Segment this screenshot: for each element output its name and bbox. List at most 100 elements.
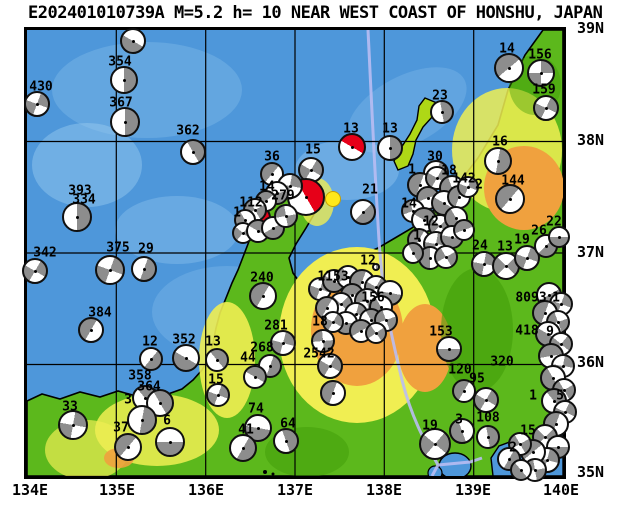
mechanism-number-label: 8093: [515, 290, 547, 306]
mechanism-number-label: 12: [360, 253, 376, 269]
mechanism-center-dot: [507, 457, 511, 461]
mechanism-center-dot: [360, 280, 364, 284]
mechanism-number-label: 144: [501, 173, 525, 189]
mechanism-center-dot: [346, 275, 350, 279]
mechanism-number-label: 64: [280, 416, 296, 432]
mechanism-center-dot: [531, 450, 535, 454]
mechanism-number-label: 354: [108, 54, 132, 70]
mechanism-center-dot: [450, 235, 454, 239]
latitude-tick-label: 38N: [577, 131, 605, 149]
mechanism-center-dot: [454, 216, 458, 220]
mechanism-number-label: 342: [33, 245, 57, 261]
mechanism-center-dot: [444, 255, 448, 259]
mechanism-center-dot: [359, 329, 363, 333]
mechanism-number-label: 1: [233, 205, 241, 221]
mechanism-center-dot: [284, 439, 288, 443]
mechanism-number-label: 1: [552, 290, 560, 306]
mechanism-number-label: 1153: [317, 269, 349, 285]
mechanism-number-label: 156: [361, 290, 385, 306]
mechanism-number-label: 156: [528, 47, 552, 63]
focal-mechanism: [24, 91, 50, 117]
mechanism-center-dot: [440, 110, 444, 114]
mechanism-center-dot: [309, 168, 313, 172]
map-title: E202401010739A M=5.2 h= 10 NEAR WEST COA…: [28, 3, 603, 23]
mechanism-number-label: 36: [264, 149, 280, 165]
mechanism-center-dot: [350, 145, 354, 149]
mechanism-center-dot: [438, 224, 442, 228]
mechanism-center-dot: [374, 285, 378, 289]
mechanism-center-dot: [35, 102, 39, 106]
focal-mechanism: [206, 383, 230, 407]
focal-mechanism: [322, 311, 344, 333]
mechanism-number-label: 23: [432, 88, 448, 104]
focal-mechanism: [114, 433, 142, 461]
mechanism-number-label: 19: [422, 418, 438, 434]
focal-mechanism: [110, 66, 138, 94]
focal-mechanism: [419, 428, 451, 460]
mechanism-number-label: 15: [305, 142, 321, 158]
focal-mechanism: [139, 347, 163, 371]
mechanism-center-dot: [462, 228, 466, 232]
mechanism-center-dot: [508, 197, 512, 201]
mechanism-center-dot: [328, 364, 332, 368]
mechanism-center-dot: [350, 293, 354, 297]
mechanism-number-label: 13: [205, 334, 221, 350]
mechanism-center-dot: [331, 391, 335, 395]
mechanism-center-dot: [241, 231, 245, 235]
mechanism-number-label: 19: [514, 232, 530, 248]
mechanism-center-dot: [325, 306, 329, 310]
mechanism-number-label: 418: [515, 323, 539, 339]
focal-mechanism: [22, 258, 48, 284]
mechanism-number-label: 5: [556, 388, 564, 404]
mechanism-center-dot: [215, 358, 219, 362]
mechanism-number-label: 240: [250, 270, 274, 286]
mechanism-center-dot: [379, 305, 383, 309]
mechanism-center-dot: [241, 446, 245, 450]
mechanism-center-dot: [435, 176, 439, 180]
mechanism-number-label: 13: [497, 239, 513, 255]
mechanism-number-label: 9: [546, 324, 554, 340]
mechanism-center-dot: [354, 312, 358, 316]
mechanism-center-dot: [331, 320, 335, 324]
focal-mechanism: [249, 282, 277, 310]
mechanism-number-label: 2: [509, 440, 517, 456]
mechanism-center-dot: [482, 262, 486, 266]
mechanism-center-dot: [365, 299, 369, 303]
mechanism-center-dot: [466, 185, 470, 189]
latitude-tick-label: 36N: [577, 353, 605, 371]
mechanism-number-label: 1: [413, 228, 421, 244]
mechanism-center-dot: [539, 71, 543, 75]
focal-mechanism: [62, 202, 92, 232]
graticule: [27, 30, 563, 476]
mechanism-number-label: 44: [240, 350, 256, 366]
focal-mechanism: [548, 226, 570, 248]
mechanism-center-dot: [243, 218, 247, 222]
focal-mechanism: [95, 255, 125, 285]
mechanism-number-label: 15: [208, 372, 224, 388]
focal-mechanism: [320, 380, 346, 406]
mechanism-number-label: 375: [106, 240, 130, 256]
focal-mechanism: [473, 387, 499, 413]
focal-mechanism: [350, 199, 376, 225]
mechanism-number-label: 112: [239, 195, 263, 211]
mechanism-number-label: 13: [382, 121, 398, 137]
mechanism-number-label: 384: [88, 305, 112, 321]
mechanism-center-dot: [184, 356, 188, 360]
mechanism-number-label: 24: [472, 238, 488, 254]
mechanism-center-dot: [361, 210, 365, 214]
focal-mechanism: [527, 59, 555, 87]
focal-mechanism: [229, 434, 257, 462]
mechanism-center-dot: [142, 267, 146, 271]
mechanism-center-dot: [140, 418, 144, 422]
mechanism-number-label: 358: [128, 368, 152, 384]
mechanism-number-label: 15: [520, 423, 536, 439]
latitude-tick-label: 39N: [577, 19, 605, 37]
focal-mechanism: [533, 95, 559, 121]
mechanism-center-dot: [123, 120, 127, 124]
mechanism-number-label: 13: [343, 121, 359, 137]
mechanism-center-dot: [545, 458, 549, 462]
mechanism-number-label: 367: [109, 95, 133, 111]
longitude-tick-label: 139E: [454, 481, 492, 499]
mechanism-center-dot: [428, 256, 432, 260]
mechanism-center-dot: [332, 279, 336, 283]
